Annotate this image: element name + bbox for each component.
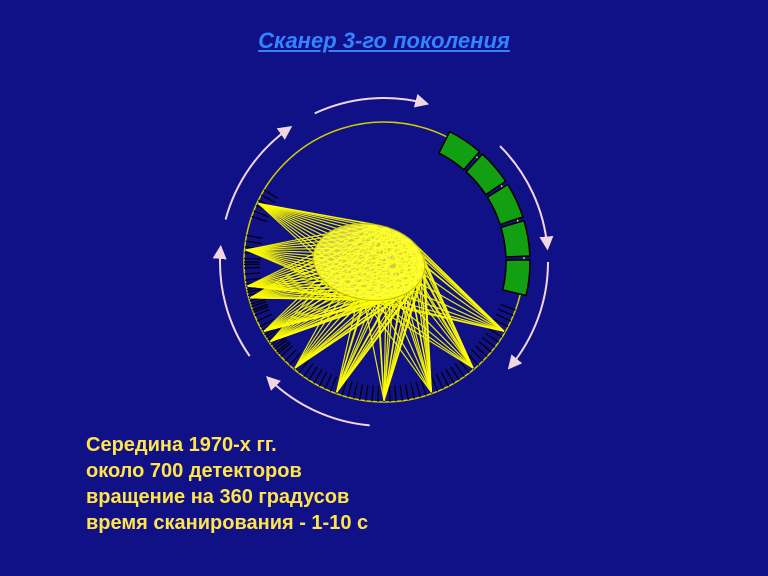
detector-tick	[501, 304, 516, 309]
detector-tick	[257, 314, 272, 321]
detector-tick	[406, 384, 409, 400]
detector-tick	[330, 377, 336, 392]
slide-caption: Середина 1970-х гг.около 700 детекторовв…	[86, 432, 368, 536]
detector-tick	[441, 372, 448, 386]
detector-tick	[252, 216, 267, 221]
detector-tick	[496, 314, 511, 321]
slide-title: Сканер 3-го поколения	[0, 28, 768, 54]
detector-tick	[319, 372, 326, 386]
detector-tick	[499, 309, 514, 315]
detector-tick	[245, 273, 261, 274]
detector-tick	[325, 374, 332, 389]
caption-line-2: вращение на 360 градусов	[86, 484, 368, 510]
detector-block	[503, 260, 530, 296]
detector-tick	[264, 190, 278, 198]
detector-tick	[400, 385, 402, 401]
detector-tick	[245, 278, 261, 280]
detector-tick	[254, 211, 269, 217]
caption-line-3: время сканирования - 1-10 с	[86, 510, 368, 536]
detector-tick	[372, 386, 373, 402]
rotation-arrow	[268, 378, 370, 425]
detector-tick	[436, 374, 443, 389]
detector-tick	[389, 386, 390, 402]
detector-tick	[416, 382, 420, 397]
detector-tick	[431, 377, 437, 392]
detector-tick	[261, 195, 275, 203]
detector-tick	[247, 235, 263, 238]
rotation-arrow	[315, 98, 427, 113]
detector-block	[501, 221, 530, 257]
detector-tick	[244, 267, 260, 268]
detector-tick	[411, 383, 414, 399]
scanner-diagram	[204, 82, 564, 442]
detector-tick	[246, 241, 262, 243]
detector-tick	[360, 384, 363, 400]
detector-tick	[366, 385, 368, 401]
caption-line-1: около 700 детекторов	[86, 458, 368, 484]
detector-tick	[348, 382, 352, 397]
detector-tick	[378, 386, 379, 402]
detector-tick	[314, 369, 322, 383]
caption-line-0: Середина 1970-х гг.	[86, 432, 368, 458]
detector-tick	[354, 383, 357, 399]
detector-tick	[395, 386, 396, 402]
detector-tick	[446, 369, 454, 383]
